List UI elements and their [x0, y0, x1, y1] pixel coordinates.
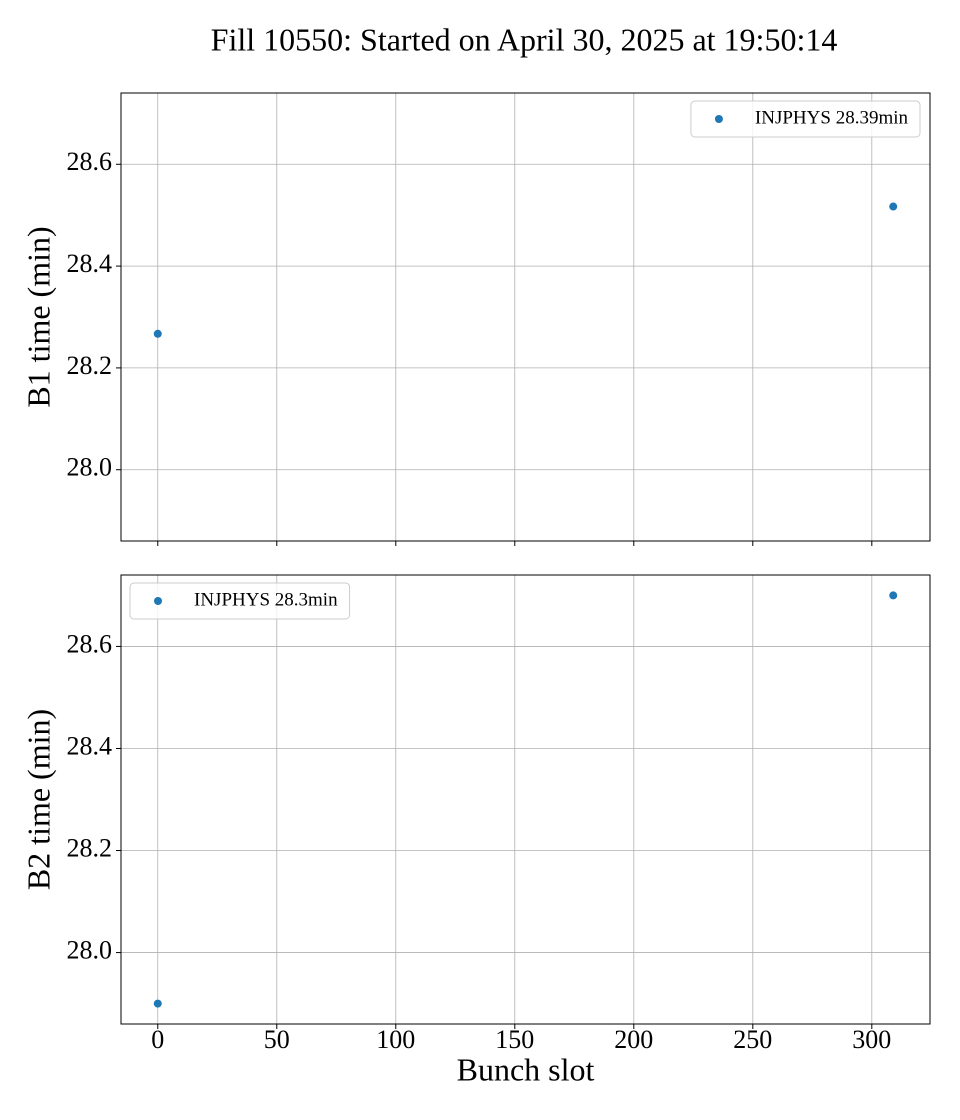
- y-tick-label: 28.6: [67, 147, 113, 176]
- x-tick-label: 200: [614, 1025, 653, 1054]
- data-point: [889, 591, 898, 600]
- x-tick-label: 50: [264, 1025, 290, 1054]
- y-tick-label: 28.6: [67, 629, 113, 658]
- x-tick-label: 150: [495, 1025, 534, 1054]
- x-tick-label: 250: [733, 1025, 772, 1054]
- x-tick-label: 300: [852, 1025, 891, 1054]
- y-tick-label: 28.0: [67, 936, 113, 965]
- y-tick-label: 28.4: [67, 731, 113, 760]
- legend-marker: [154, 597, 162, 605]
- y-axis-label: B1 time (min): [20, 226, 56, 407]
- legend-frame: [690, 100, 921, 138]
- y-tick-label: 28.0: [67, 453, 113, 482]
- y-tick-label: 28.2: [67, 833, 113, 862]
- legend-label: INJPHYS 28.39min: [755, 107, 909, 128]
- legend: INJPHYS 28.3min: [129, 582, 351, 620]
- legend-marker: [714, 115, 723, 123]
- x-tick-label: 0: [151, 1025, 164, 1054]
- axes-frame: [120, 574, 931, 1025]
- y-tick-label: 28.4: [67, 249, 113, 278]
- legend: INJPHYS 28.39min: [690, 100, 921, 138]
- x-tick-label: 100: [376, 1025, 415, 1054]
- data-point: [889, 202, 898, 211]
- data-point: [153, 999, 162, 1008]
- data-point: [153, 329, 162, 338]
- legend-frame: [129, 582, 351, 620]
- y-axis-label: B2 time (min): [20, 709, 56, 890]
- legend-label: INJPHYS 28.3min: [194, 589, 338, 610]
- x-axis-label: Bunch slot: [457, 1051, 595, 1087]
- axes-frame: [120, 92, 931, 542]
- figure-title: Fill 10550: Started on April 30, 2025 at…: [211, 21, 838, 57]
- y-tick-label: 28.2: [67, 351, 113, 380]
